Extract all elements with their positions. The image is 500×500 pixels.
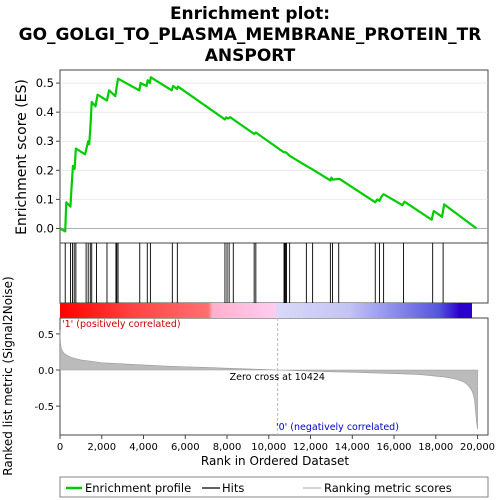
es-y-tick-label: 0.3	[36, 134, 54, 148]
hit-marks	[64, 243, 444, 303]
enrichment-profile-line	[59, 76, 478, 233]
metric-area	[59, 330, 478, 430]
legend: Enrichment profile Hits Ranking metric s…	[59, 476, 489, 498]
chart-title: Enrichment plot: GO_GOLGI_TO_PLASMA_MEMB…	[19, 4, 482, 66]
es-y-tick-label: 0.5	[36, 76, 54, 90]
legend-label-metric: Ranking metric scores	[324, 481, 452, 495]
es-panel-frame	[59, 69, 489, 244]
legend-frame	[59, 476, 489, 498]
es-y-tick-label: 0.4	[36, 105, 54, 119]
metric-y-tick-label: 0.0	[38, 366, 54, 377]
x-tick-label: 6,000	[171, 442, 200, 453]
chart-title-line-3: ANSPORT	[205, 46, 296, 66]
metric-y-tick-label: -0.5	[34, 402, 54, 413]
x-tick-label: 2,000	[87, 442, 116, 453]
x-tick-label: 4,000	[129, 442, 158, 453]
legend-label-profile: Enrichment profile	[85, 481, 191, 495]
metric-panel-frame	[59, 317, 489, 436]
ranking-heat-band	[60, 303, 472, 318]
es-y-tick-label: 0.1	[36, 192, 54, 206]
x-tick-label: 8,000	[213, 442, 242, 453]
es-y-axis-label: Enrichment score (ES)	[14, 79, 30, 235]
es-y-tick-label: 0.2	[36, 163, 54, 177]
metric-y-axis: 0.5 0.0 -0.5	[34, 330, 60, 413]
hits-panel-frame	[59, 242, 489, 304]
x-axis: 0 2,000 4,000 6,000 8,000 10,000 12,000 14,000 1…	[57, 435, 495, 453]
x-tick-label: 20,000	[460, 442, 495, 453]
metric-y-tick-label: 0.5	[38, 330, 54, 341]
es-y-axis: 0.0 0.1 0.2 0.3 0.4 0.5	[36, 76, 60, 235]
enrichment-profile	[59, 76, 478, 233]
metric-area-path	[59, 330, 478, 430]
negative-label: '0' (negatively correlated)	[276, 422, 399, 433]
legend-label-hits: Hits	[222, 481, 244, 495]
chart-title-line-2: GO_GOLGI_TO_PLASMA_MEMBRANE_PROTEIN_TR	[19, 25, 482, 45]
metric-y-axis-label: Ranked list metric (Signal2Noise)	[1, 276, 15, 475]
zero-cross-label: Zero cross at 10424	[230, 372, 325, 383]
x-tick-label: 14,000	[335, 442, 370, 453]
positive-label: '1' (positively correlated)	[62, 319, 181, 330]
es-y-tick-label: 0.0	[36, 221, 54, 235]
x-tick-label: 12,000	[293, 442, 328, 453]
x-tick-label: 0	[57, 442, 63, 453]
x-tick-label: 16,000	[377, 442, 412, 453]
x-tick-label: 10,000	[251, 442, 286, 453]
x-tick-label: 18,000	[418, 442, 453, 453]
chart-title-line-1: Enrichment plot:	[170, 4, 330, 24]
x-axis-label: Rank in Ordered Dataset	[201, 454, 349, 468]
